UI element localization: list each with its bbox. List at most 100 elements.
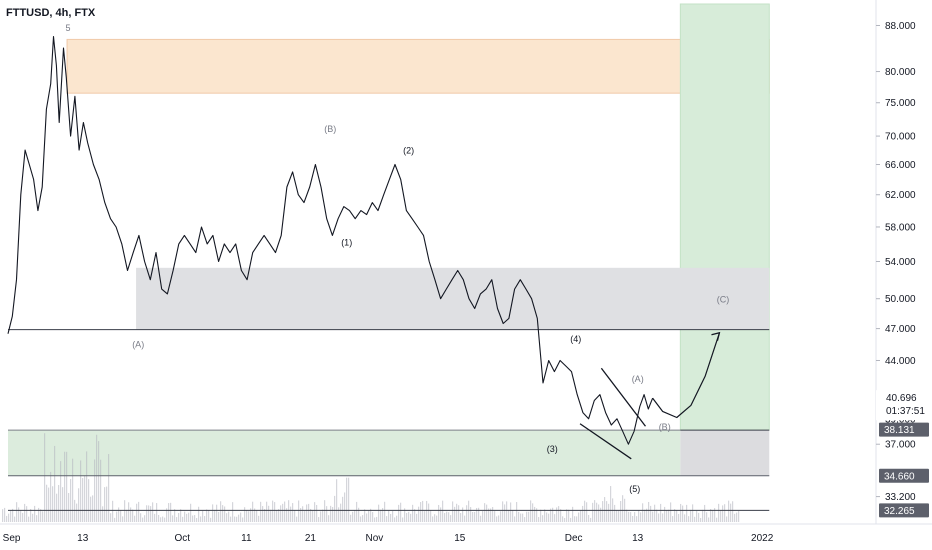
volume-bar bbox=[632, 515, 634, 522]
volume-bar bbox=[502, 501, 504, 522]
volume-bar bbox=[286, 508, 288, 522]
volume-bar bbox=[178, 512, 180, 522]
volume-bar bbox=[436, 515, 438, 522]
countdown-label: 01:37:51 bbox=[886, 406, 925, 417]
wave-label: (B) bbox=[659, 422, 671, 432]
volume-bar bbox=[298, 500, 300, 522]
volume-bar bbox=[390, 513, 392, 522]
volume-bar bbox=[596, 502, 598, 522]
volume-bar bbox=[356, 501, 358, 522]
volume-bar bbox=[258, 515, 260, 522]
volume-bar bbox=[504, 504, 506, 522]
volume-bar bbox=[294, 510, 296, 522]
volume-bar bbox=[700, 517, 702, 522]
volume-bar bbox=[558, 506, 560, 522]
volume-bar bbox=[344, 492, 346, 522]
volume-bar bbox=[68, 493, 70, 522]
volume-bar bbox=[136, 503, 138, 522]
volume-bar bbox=[582, 505, 584, 522]
volume-bar bbox=[220, 501, 222, 522]
current-price-tag-bg bbox=[876, 390, 932, 421]
volume-bar bbox=[284, 501, 286, 522]
volume-bar bbox=[576, 516, 578, 522]
volume-bar bbox=[592, 502, 594, 522]
projection-curve bbox=[652, 331, 721, 419]
volume-bar bbox=[474, 511, 476, 522]
volume-bar bbox=[18, 507, 20, 522]
volume-bar bbox=[34, 505, 36, 522]
volume-bar bbox=[266, 501, 268, 522]
volume-bar bbox=[30, 509, 32, 522]
y-tick-label: 66.000 bbox=[885, 160, 916, 171]
volume-bar bbox=[350, 514, 352, 522]
volume-bar bbox=[598, 504, 600, 522]
volume-bar bbox=[574, 516, 576, 522]
wave-labels: (B) (2) (1) (A) (4) (3) (A) (B) (5) (C) bbox=[132, 124, 729, 494]
volume-bar bbox=[126, 509, 128, 522]
volume-bar bbox=[422, 500, 424, 522]
volume-bar bbox=[606, 501, 608, 522]
time-axis-ticks: Sep 13 Oct 11 21 Nov 15 Dec 13 2022 bbox=[3, 533, 774, 544]
level-tag-label-2: 32.265 bbox=[884, 506, 915, 517]
volume-bar bbox=[104, 487, 106, 522]
volume-bar bbox=[212, 504, 214, 522]
volume-bar bbox=[244, 507, 246, 522]
volume-bar bbox=[568, 509, 570, 522]
volume-bar bbox=[160, 517, 162, 522]
volume-bar bbox=[140, 513, 142, 522]
volume-bar bbox=[668, 509, 670, 522]
volume-bar bbox=[6, 515, 8, 522]
volume-bar bbox=[414, 509, 416, 522]
volume-bar bbox=[434, 514, 436, 522]
volume-bar bbox=[398, 504, 400, 522]
volume-bar bbox=[296, 516, 298, 522]
volume-bar bbox=[420, 502, 422, 522]
volume-bar bbox=[396, 515, 398, 522]
volume-bar bbox=[100, 459, 102, 522]
x-tick-label: Oct bbox=[175, 533, 191, 544]
y-tick-label: 70.000 bbox=[885, 132, 916, 143]
volume-bar bbox=[720, 510, 722, 522]
volume-bar bbox=[362, 515, 364, 522]
volume-bar bbox=[78, 488, 80, 522]
volume-bar bbox=[392, 510, 394, 522]
volume-bar bbox=[332, 506, 334, 522]
volume-bar bbox=[704, 504, 706, 522]
volume-bar bbox=[546, 512, 548, 522]
volume-bar bbox=[280, 505, 282, 522]
volume-bar bbox=[242, 517, 244, 522]
volume-bar bbox=[50, 471, 52, 522]
volume-bar bbox=[410, 513, 412, 522]
volume-bar bbox=[376, 516, 378, 522]
volume-bar bbox=[58, 485, 60, 522]
volume-bar bbox=[472, 511, 474, 522]
volume-bar bbox=[602, 501, 604, 522]
volume-bar bbox=[438, 504, 440, 522]
volume-bar bbox=[246, 510, 248, 522]
volume-bar bbox=[400, 502, 402, 522]
volume-bar bbox=[518, 511, 520, 522]
volume-bar bbox=[312, 510, 314, 522]
price-line-0 bbox=[7, 36, 654, 445]
volume-bar bbox=[728, 500, 730, 522]
volume-bar bbox=[662, 513, 664, 522]
volume-bar bbox=[92, 495, 94, 522]
volume-bar bbox=[358, 507, 360, 522]
volume-bar bbox=[194, 515, 196, 522]
volume-bar bbox=[240, 512, 242, 522]
volume-bar bbox=[478, 507, 480, 522]
volume-bar bbox=[214, 509, 216, 522]
volume-bar bbox=[640, 512, 642, 522]
volume-bar bbox=[70, 479, 72, 522]
volume-bar bbox=[542, 515, 544, 522]
volume-bar bbox=[170, 502, 172, 522]
volume-bar bbox=[588, 514, 590, 522]
volume-bar bbox=[388, 510, 390, 522]
volume-bar bbox=[508, 509, 510, 522]
volume-bar bbox=[586, 502, 588, 522]
volume-bar bbox=[98, 441, 100, 522]
volume-bar bbox=[314, 502, 316, 522]
volume-bar bbox=[320, 511, 322, 522]
zone-1 bbox=[679, 3, 770, 431]
